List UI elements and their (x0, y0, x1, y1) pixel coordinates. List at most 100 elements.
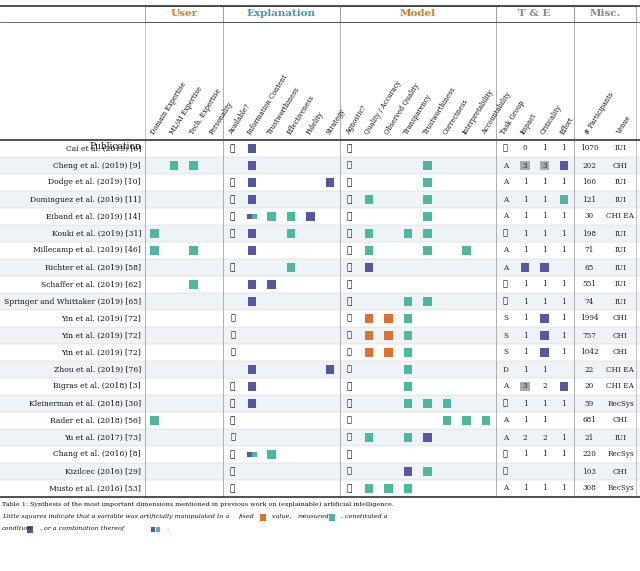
Text: ✗: ✗ (503, 144, 508, 152)
Text: 1: 1 (523, 315, 527, 323)
Bar (0, 344, 640, 361)
Bar (384, 331, 393, 340)
Text: ✗: ✗ (503, 451, 508, 459)
Bar (268, 212, 276, 221)
Text: IUI: IUI (614, 297, 627, 305)
Text: 20: 20 (584, 383, 594, 391)
Text: , constituted a: , constituted a (337, 514, 387, 519)
Text: IUI: IUI (614, 433, 627, 441)
Text: A: A (503, 179, 508, 187)
Text: 2: 2 (523, 433, 527, 441)
Bar (443, 399, 451, 408)
Bar (404, 297, 412, 305)
Text: ✓: ✓ (347, 399, 352, 408)
Text: 1: 1 (523, 280, 527, 288)
Bar (482, 416, 490, 425)
Text: ✓: ✓ (230, 263, 236, 272)
Bar (423, 433, 432, 442)
Text: 2: 2 (542, 433, 547, 441)
Bar (0, 327, 640, 344)
Bar (0, 225, 640, 242)
Text: Available?: Available? (227, 103, 252, 136)
Bar (189, 161, 198, 170)
Text: RecSys: RecSys (607, 485, 634, 493)
Text: CHI: CHI (613, 315, 628, 323)
Text: 1: 1 (561, 297, 566, 305)
Text: IUI: IUI (614, 230, 627, 238)
Bar (248, 399, 257, 408)
Text: Transparency: Transparency (403, 93, 434, 136)
Text: 1: 1 (523, 247, 527, 255)
Bar (365, 348, 373, 357)
Text: A: A (503, 433, 508, 441)
Text: ✗: ✗ (230, 433, 235, 441)
Text: 1070: 1070 (580, 144, 598, 152)
Text: 1: 1 (561, 212, 566, 220)
Bar (287, 229, 296, 238)
Bar (423, 161, 432, 170)
Text: ✗: ✗ (347, 348, 352, 356)
Text: Interpretability: Interpretability (461, 88, 495, 136)
Text: ✓: ✓ (347, 212, 352, 221)
Text: A: A (503, 212, 508, 220)
Text: 1: 1 (523, 332, 527, 340)
Text: Criticality: Criticality (539, 103, 563, 136)
Text: IUI: IUI (614, 247, 627, 255)
Text: 1: 1 (523, 230, 527, 238)
Text: CHI EA: CHI EA (607, 383, 634, 391)
Text: ML/AI Expertise: ML/AI Expertise (168, 85, 204, 136)
Text: 1: 1 (561, 451, 566, 459)
Bar (287, 212, 296, 221)
Text: 22: 22 (584, 365, 594, 373)
Bar (423, 212, 432, 221)
Text: Agnostic?: Agnostic? (344, 104, 368, 136)
Text: Yin et al. (2019) [72]: Yin et al. (2019) [72] (61, 315, 141, 323)
Text: Rader et al. (2018) [56]: Rader et al. (2018) [56] (50, 416, 141, 424)
Text: CHI: CHI (613, 348, 628, 356)
Text: IUI: IUI (614, 280, 627, 288)
Bar (540, 331, 548, 340)
Bar (0, 463, 640, 480)
Text: 1: 1 (542, 247, 547, 255)
Bar (287, 263, 296, 272)
Text: 1: 1 (542, 179, 547, 187)
Text: ✗: ✗ (347, 433, 352, 441)
Bar (248, 178, 257, 187)
Text: IUI: IUI (614, 144, 627, 152)
Bar (423, 229, 432, 238)
Text: 1: 1 (542, 485, 547, 493)
Bar (0, 174, 640, 191)
Text: Quality / Accuracy: Quality / Accuracy (364, 79, 403, 136)
Text: Kouki et al. (2019) [31]: Kouki et al. (2019) [31] (51, 230, 141, 238)
Text: Observed Quality: Observed Quality (383, 82, 420, 136)
Bar (404, 433, 412, 442)
Bar (27, 526, 33, 533)
Bar (365, 229, 373, 238)
Text: 1: 1 (523, 348, 527, 356)
Bar (260, 514, 266, 521)
Text: ✗: ✗ (347, 315, 352, 323)
Text: Publication: Publication (89, 142, 141, 151)
Bar (423, 297, 432, 305)
Bar (248, 229, 257, 238)
Text: ✓: ✓ (230, 484, 236, 493)
Bar (268, 280, 276, 289)
Text: ✓: ✓ (347, 382, 352, 391)
Bar (248, 382, 257, 391)
Text: 1: 1 (561, 400, 566, 408)
Text: 202: 202 (582, 162, 596, 170)
Text: 1: 1 (523, 365, 527, 373)
Text: 1: 1 (561, 144, 566, 152)
Text: 1: 1 (523, 485, 527, 493)
Bar (404, 348, 412, 357)
Bar (365, 263, 373, 272)
Text: ✓: ✓ (230, 178, 236, 187)
Text: ✓: ✓ (230, 212, 236, 221)
Text: Yin et al. (2019) [72]: Yin et al. (2019) [72] (61, 332, 141, 340)
Text: ✓: ✓ (347, 263, 352, 272)
Bar (0, 310, 640, 327)
Text: 103: 103 (582, 468, 596, 476)
Text: Domain Expertise: Domain Expertise (149, 81, 188, 136)
Text: Chang et al. (2016) [8]: Chang et al. (2016) [8] (53, 451, 141, 459)
Bar (247, 452, 253, 457)
